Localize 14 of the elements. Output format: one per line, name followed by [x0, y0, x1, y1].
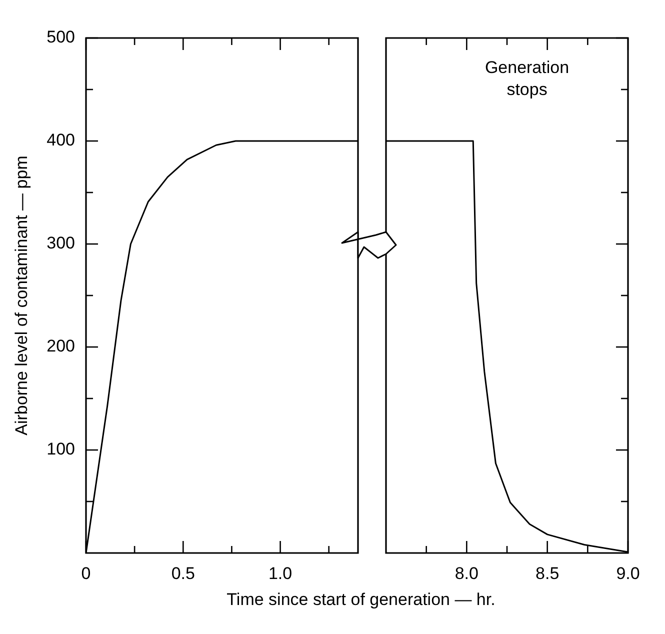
y-axis-title: Airborne level of contaminant — ppm	[12, 156, 31, 436]
y-tick-label: 300	[46, 234, 75, 253]
x-axis-title: Time since start of generation — hr.	[226, 590, 496, 610]
x-tick-label: 0	[81, 564, 91, 583]
y-tick-label: 200	[46, 336, 75, 356]
annotation: Generation stops	[484, 58, 570, 99]
x-tick-label: 8.5	[536, 564, 560, 583]
x-tick-label: 0.5	[171, 564, 195, 583]
y-tick-label: 500	[46, 28, 75, 47]
x-tick-label: 1.0	[268, 564, 292, 583]
y-tick-label: 100	[46, 440, 75, 459]
y-tick-label: 400	[46, 130, 75, 150]
x-tick-label: 9.0	[616, 564, 640, 583]
x-tick-label: 8.0	[454, 564, 478, 583]
